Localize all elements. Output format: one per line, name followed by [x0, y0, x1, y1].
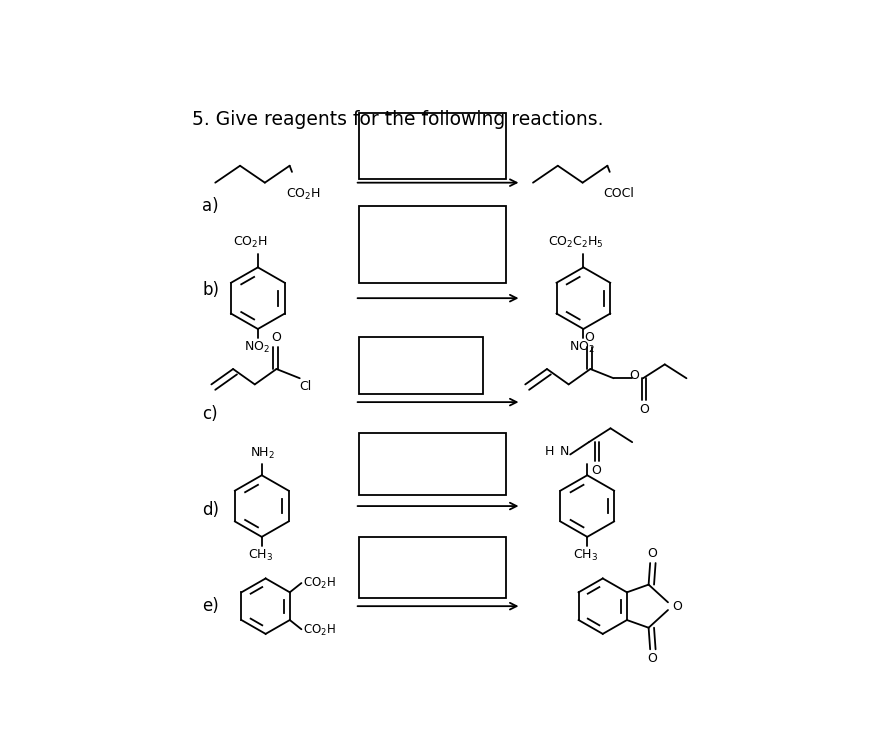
Bar [358, 537, 506, 598]
Text: CO$_2$C$_2$H$_5$: CO$_2$C$_2$H$_5$ [549, 235, 604, 251]
Text: 5. Give reagents for the following reactions.: 5. Give reagents for the following react… [192, 109, 604, 128]
Text: O: O [647, 547, 657, 560]
Text: e): e) [202, 597, 219, 615]
Text: CO$_2$H: CO$_2$H [303, 623, 335, 638]
Text: O: O [629, 369, 639, 383]
Text: O: O [585, 331, 595, 345]
Text: d): d) [202, 501, 219, 519]
Text: H: H [544, 444, 554, 457]
Text: CH$_3$: CH$_3$ [573, 548, 598, 563]
Text: COCl: COCl [604, 188, 635, 200]
Text: N: N [560, 444, 570, 457]
Text: CH$_3$: CH$_3$ [248, 548, 273, 563]
Bar [358, 336, 482, 394]
Text: O: O [672, 600, 681, 613]
Bar [358, 206, 506, 283]
Text: O: O [647, 652, 657, 666]
Text: NO$_2$: NO$_2$ [569, 340, 596, 355]
Text: c): c) [202, 405, 218, 423]
Text: O: O [591, 464, 602, 476]
Text: CO$_2$H: CO$_2$H [286, 188, 320, 202]
Text: b): b) [202, 281, 219, 300]
Bar [358, 114, 506, 179]
Text: O: O [272, 331, 281, 345]
Text: NO$_2$: NO$_2$ [244, 340, 270, 355]
Text: CO$_2$H: CO$_2$H [303, 575, 335, 591]
Text: Cl: Cl [300, 380, 312, 393]
Text: a): a) [202, 196, 219, 215]
Text: NH$_2$: NH$_2$ [250, 446, 275, 461]
Bar [358, 433, 506, 495]
Text: CO$_2$H: CO$_2$H [233, 235, 268, 251]
Text: O: O [639, 403, 649, 416]
